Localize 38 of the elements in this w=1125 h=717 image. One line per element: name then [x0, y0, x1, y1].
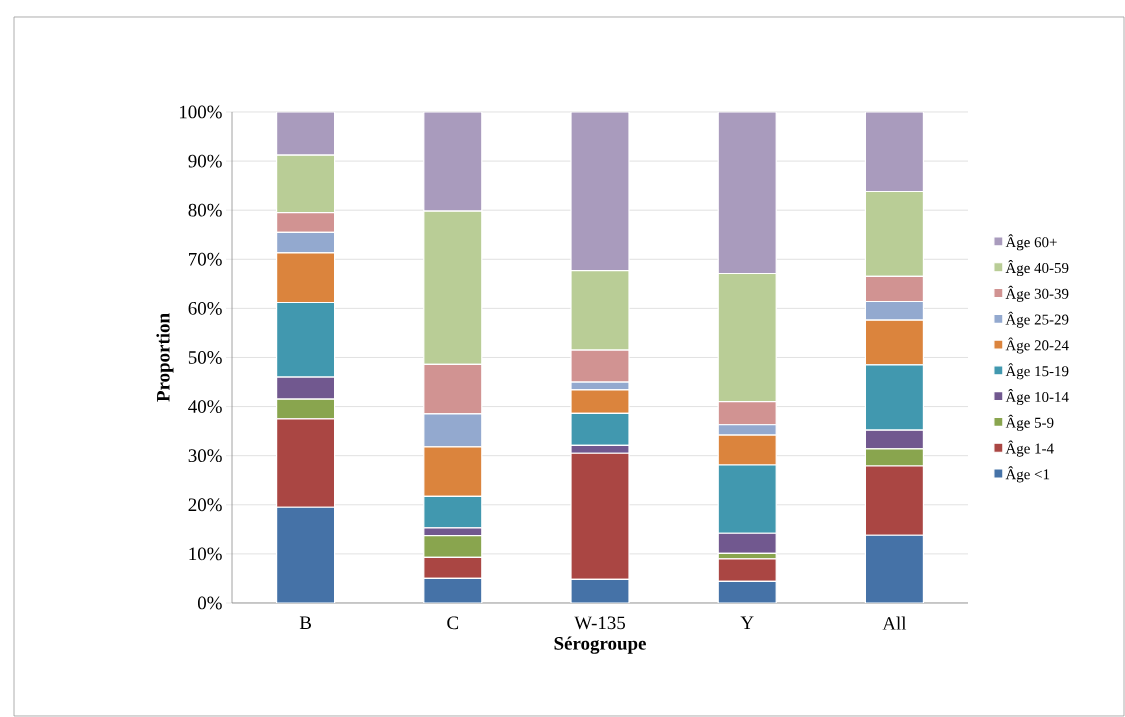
x-tick-label: C	[447, 616, 459, 630]
legend-label: Âge 5-9	[1005, 414, 1054, 431]
y-tick-label: 20%	[188, 498, 222, 512]
y-tick-label: 50%	[188, 351, 222, 364]
y-tick-label: 60%	[188, 301, 222, 315]
legend-label: Âge 25-29	[1005, 311, 1069, 328]
legend-label: Âge 60+	[1005, 234, 1057, 251]
y-tick-label: 0%	[197, 596, 222, 610]
bar	[717, 111, 777, 275]
y-tick-label: 40%	[188, 400, 222, 413]
y-axis-title: Proportion	[156, 313, 174, 402]
x-tick-label: Y	[740, 616, 754, 629]
legend-label: Âge 30-39	[1005, 285, 1069, 302]
y-tick-label: 70%	[189, 252, 222, 266]
y-tick-label: 100%	[179, 105, 222, 119]
bar	[276, 506, 336, 603]
bar	[570, 111, 630, 272]
bar	[423, 111, 483, 212]
y-tick-label: 90%	[188, 154, 222, 168]
x-axis-title: Sérogroupe	[554, 636, 646, 654]
legend-label: Âge <1	[1005, 466, 1050, 483]
bar	[864, 111, 925, 193]
x-tick-label: All	[882, 616, 907, 630]
y-tick-label: 80%	[188, 203, 222, 217]
bar	[864, 534, 925, 603]
x-tick-label: B	[299, 616, 311, 629]
legend-label: Âge 40-59	[1005, 260, 1069, 277]
bar	[570, 578, 630, 603]
bar	[276, 111, 336, 156]
y-tick-label: 30%	[188, 449, 222, 463]
bar	[717, 580, 777, 603]
legend-label: Âge 20-24	[1005, 337, 1069, 354]
x-tick-label: W-135	[574, 616, 626, 630]
y-tick-label: 10%	[189, 547, 222, 561]
legend-label: Âge 15-19	[1005, 363, 1069, 380]
legend-label: Âge 1-4	[1005, 440, 1054, 457]
legend-label: Âge 10-14	[1005, 389, 1069, 406]
bar	[423, 577, 483, 603]
